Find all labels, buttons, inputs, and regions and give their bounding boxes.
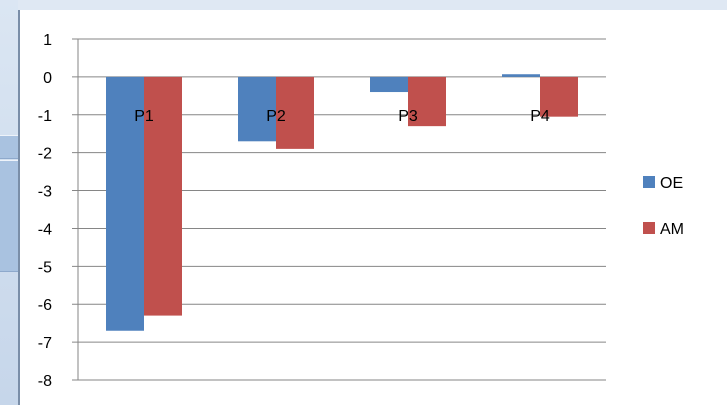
y-axis-ticks: 1 0 -1 -2 -3 -4 -5 -6 -7 -8 <box>38 32 52 390</box>
category-label: P3 <box>398 108 418 125</box>
y-tick-label: -6 <box>38 297 52 314</box>
y-tick-label: -1 <box>38 108 52 125</box>
category-labels: P1 P2 P3 P4 <box>134 108 550 125</box>
legend-swatch-am <box>643 222 655 234</box>
legend-swatch-oe <box>643 176 655 188</box>
legend[interactable]: OE AM <box>643 175 684 238</box>
bar-oe-p3 <box>370 76 408 93</box>
y-tick-label: -3 <box>38 184 52 201</box>
y-tick-label: -2 <box>38 146 52 163</box>
legend-label-am[interactable]: AM <box>660 221 684 238</box>
bar-am-p4 <box>540 76 578 117</box>
y-tick-label: -7 <box>38 335 52 352</box>
bar-am-p1 <box>144 76 182 316</box>
y-tick-label: -4 <box>38 221 52 238</box>
y-tick-label: 0 <box>43 70 52 87</box>
category-label: P2 <box>266 108 286 125</box>
bar-am-p2 <box>276 76 314 149</box>
side-panel-tab <box>0 160 20 272</box>
bars <box>106 74 578 331</box>
y-tick-label: -8 <box>38 373 52 390</box>
y-tick-label: 1 <box>43 32 52 49</box>
bar-oe-p2 <box>238 76 276 142</box>
category-label: P4 <box>530 108 550 125</box>
bar-oe-p4 <box>502 74 540 77</box>
side-panel-tab <box>0 135 20 159</box>
bar-am-p3 <box>408 76 446 127</box>
y-tick-label: -5 <box>38 259 52 276</box>
category-label: P1 <box>134 108 154 125</box>
bar-oe-p1 <box>106 76 144 331</box>
legend-label-oe[interactable]: OE <box>660 175 683 192</box>
